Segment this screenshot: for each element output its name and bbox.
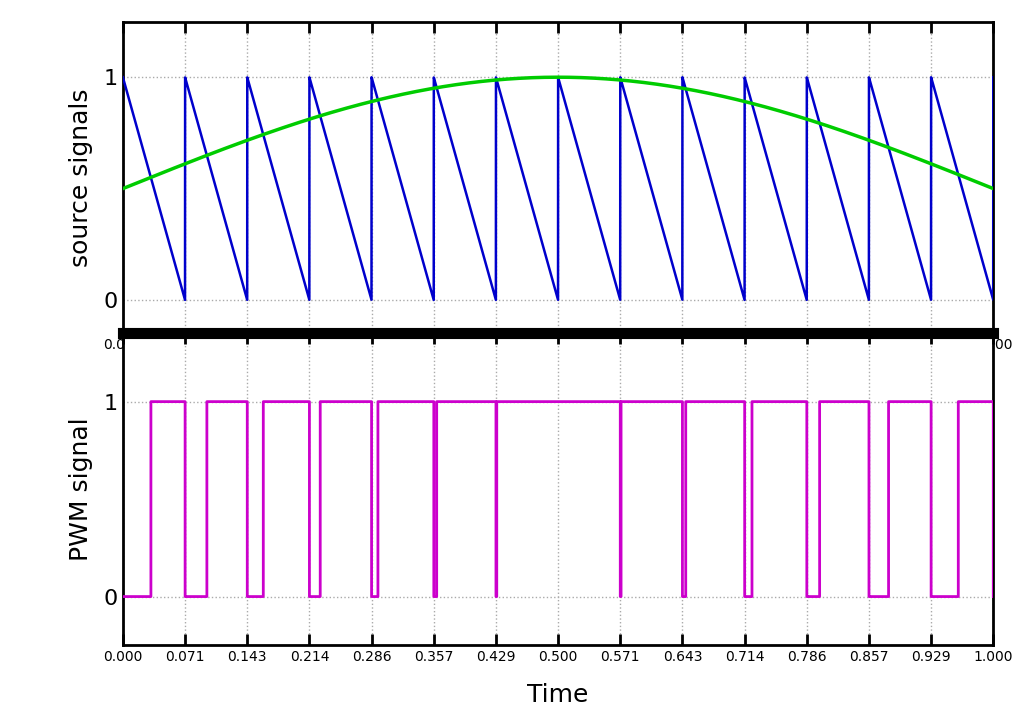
- Y-axis label: source signals: source signals: [69, 88, 92, 267]
- Y-axis label: PWM signal: PWM signal: [69, 417, 92, 561]
- Text: Time: Time: [527, 683, 589, 708]
